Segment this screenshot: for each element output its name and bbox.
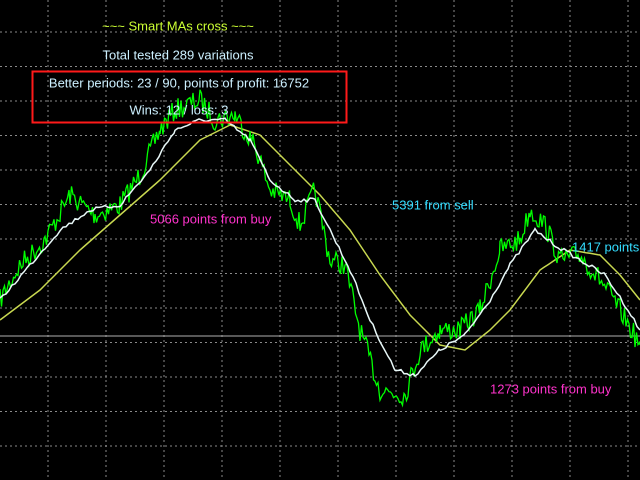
- tested-text: Total tested 289 variations: [102, 47, 254, 62]
- buy-annotation: 1273 points from buy: [490, 381, 612, 396]
- title: ~~~ Smart MAs cross ~~~: [102, 18, 254, 33]
- slow-ma: [0, 124, 640, 351]
- periods-text: Better periods: 23 / 90, points of profi…: [49, 75, 309, 90]
- summary-box: [31, 70, 348, 124]
- buy-annotation: 5066 points from buy: [150, 211, 272, 226]
- price-line: [0, 89, 640, 408]
- wins-text: Wins: 12 / loss: 3: [130, 102, 229, 117]
- fast-ma: [0, 117, 640, 378]
- sell-annotation: 1417 points: [572, 239, 640, 254]
- sell-annotation: 5391 from sell: [392, 197, 474, 212]
